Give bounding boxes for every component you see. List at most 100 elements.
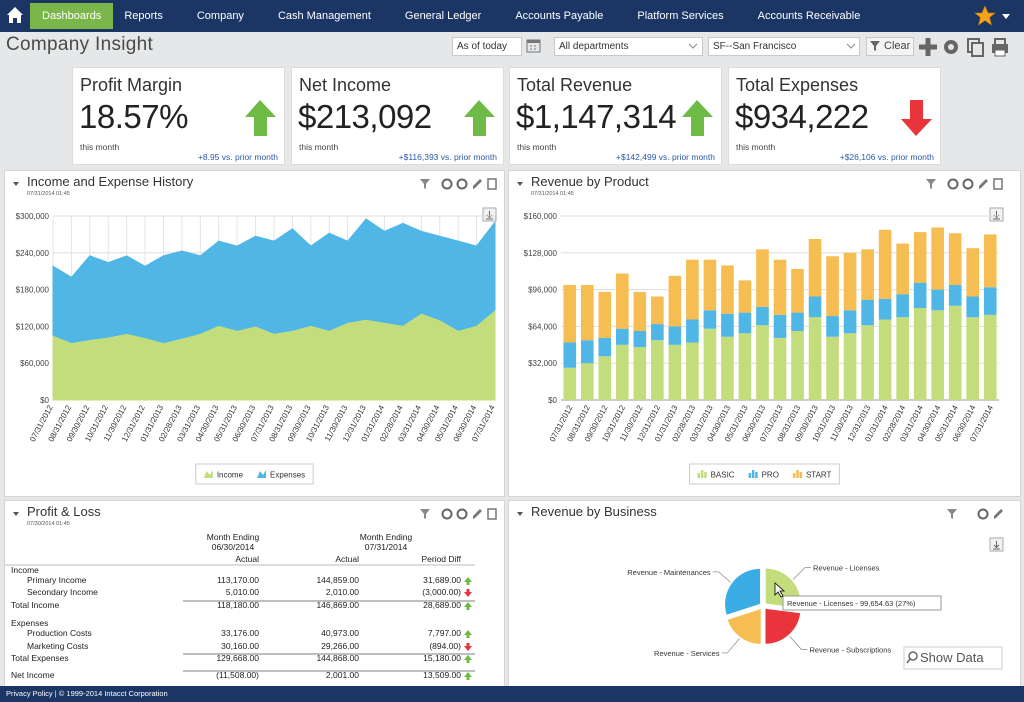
kpi-title: Total Expenses [736, 75, 859, 95]
calendar-icon[interactable] [526, 38, 542, 54]
cell-value: 7,797.00 [427, 628, 461, 638]
legend-label: Income [217, 471, 244, 480]
panel-tools[interactable] [947, 508, 1003, 520]
row-label: Marketing Costs [27, 641, 89, 651]
bar-segment [686, 342, 699, 400]
y-tick-label: $128,000 [524, 249, 558, 258]
home-button[interactable] [3, 3, 27, 27]
nav-tab[interactable]: Dashboards [30, 3, 114, 29]
kpi-trend-icon [901, 100, 932, 136]
bar-segment [808, 239, 822, 297]
row-label: Income [11, 565, 39, 575]
tool-icon [994, 509, 1003, 519]
y-tick-label: $0 [548, 396, 557, 405]
trend-arrow [682, 100, 713, 136]
row-label: Expenses [11, 618, 49, 628]
nav-tab[interactable]: Platform Services [637, 10, 724, 22]
cell-value: 146,869.00 [316, 600, 359, 610]
tool-icon [947, 178, 959, 190]
nav-tab[interactable]: General Ledger [404, 10, 482, 22]
bar-segment [598, 356, 612, 400]
leader-line [712, 571, 731, 583]
column-header: Month Ending [359, 532, 413, 542]
nav-tab[interactable]: Company [196, 10, 244, 22]
bar-segment [721, 265, 734, 314]
pie-slice [724, 567, 762, 616]
cell-value: 144,859.00 [316, 575, 359, 585]
column-header: Actual [235, 554, 259, 564]
bar-segment [931, 289, 944, 311]
bar-segment [913, 282, 927, 308]
search-glyph [908, 651, 918, 661]
tool-icon [977, 508, 989, 520]
bar-segment [651, 324, 664, 341]
column-header: Actual [335, 554, 359, 564]
nav-tab[interactable]: Accounts Payable [515, 10, 604, 22]
row-label: Primary Income [27, 575, 87, 585]
cell-value: 13,509.00 [423, 670, 461, 680]
bar-segment [738, 280, 752, 313]
cell-value: 40,973.00 [321, 628, 359, 638]
tooltip-box [782, 595, 942, 611]
kpi-value: $934,222 [735, 98, 869, 135]
kpi-period: this month [736, 142, 776, 152]
bar-segment [738, 333, 752, 400]
favorites[interactable] [974, 5, 1014, 27]
nav-tab[interactable]: Cash Management [277, 10, 371, 22]
filter-icon [870, 41, 880, 51]
revenue-product-panel: Revenue by Product 07/31/2014 01:45 $0 $3… [508, 170, 1021, 497]
leader-line [721, 638, 740, 654]
legend-box [689, 463, 840, 485]
button-label: Show Data [920, 650, 984, 665]
bar-segment [756, 249, 769, 307]
legend: Income Expenses [195, 463, 314, 485]
location-select[interactable]: SF--San Francisco [708, 37, 860, 56]
cell-value: 2,001.00 [325, 670, 359, 680]
bar-segment [633, 331, 647, 348]
bar-segment [773, 314, 787, 338]
kpi-value: $1,147,314 [516, 98, 677, 135]
cell-value: 5,010.00 [225, 587, 259, 597]
department-select[interactable]: All departments [554, 37, 703, 56]
kpi-card: Profit Margin 18.57% this month +8.95 vs. p… [72, 67, 285, 165]
bar-segment [598, 291, 612, 338]
column-header: Month Ending [206, 532, 260, 542]
show-data-button[interactable]: Show Data [903, 646, 1003, 670]
kpi-change: +$116,393 vs. prior month [398, 152, 497, 162]
bar-segment [861, 325, 874, 400]
legend-label: Expenses [270, 471, 305, 480]
tool-icon [979, 179, 988, 189]
bar-segment [703, 259, 717, 311]
bar-segment [721, 336, 734, 400]
date-field[interactable]: As of today [452, 37, 522, 56]
panel-tools[interactable] [420, 508, 497, 520]
panel-tools[interactable] [926, 178, 1003, 190]
nav-tab[interactable]: Accounts Receivable [757, 10, 861, 22]
download-icon[interactable] [482, 207, 497, 222]
download-icon[interactable] [989, 537, 1004, 552]
panel-tools[interactable] [420, 178, 497, 190]
bar-segment [721, 313, 734, 337]
legend-swatch [700, 470, 704, 478]
bar-segment [931, 310, 944, 400]
bar-segment [913, 232, 927, 283]
download-icon[interactable] [989, 207, 1004, 222]
slice-label: Revenue - Maintenances [627, 568, 711, 577]
bar-segment [773, 337, 787, 400]
pie-chart: Revenue by Business Revenue - Licenses Re… [517, 504, 1004, 670]
nav-tab[interactable]: Reports [124, 10, 163, 22]
cell-value: 33,176.00 [221, 628, 259, 638]
slice-label: Revenue - Licenses [813, 564, 880, 573]
toolbar-icons[interactable] [918, 35, 1014, 59]
column-header: 07/31/2014 [364, 542, 408, 552]
trend-arrow [245, 100, 276, 136]
legend-label: START [806, 471, 832, 480]
bar-segment [948, 233, 962, 285]
bar-chart: Revenue by Product 07/31/2014 01:45 $0 $3… [517, 174, 1004, 485]
cell-value: 144,868.00 [316, 653, 359, 663]
income-expense-panel: Income and Expense History 07/31/2014 01… [4, 170, 505, 497]
kpi-period: this month [517, 142, 557, 152]
revenue-business-panel: Revenue by Business Revenue - Licenses Re… [508, 500, 1021, 687]
bar-segment [668, 326, 682, 345]
cell-value: 2,010.00 [325, 587, 359, 597]
